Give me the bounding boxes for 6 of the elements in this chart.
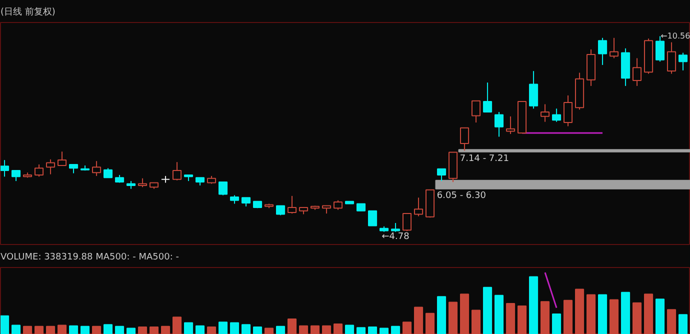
band-label: 6.05 - 6.30 [436,190,486,201]
chart-title: (日线 前复权) [0,6,56,18]
annotation: ←4.78 [382,232,410,242]
chart-title: VOLUME: 338319.88 MA500: - MA500: - [0,252,179,262]
band-label: 7.14 - 7.21 [460,154,509,164]
annotation: ←10.56 [660,32,690,41]
